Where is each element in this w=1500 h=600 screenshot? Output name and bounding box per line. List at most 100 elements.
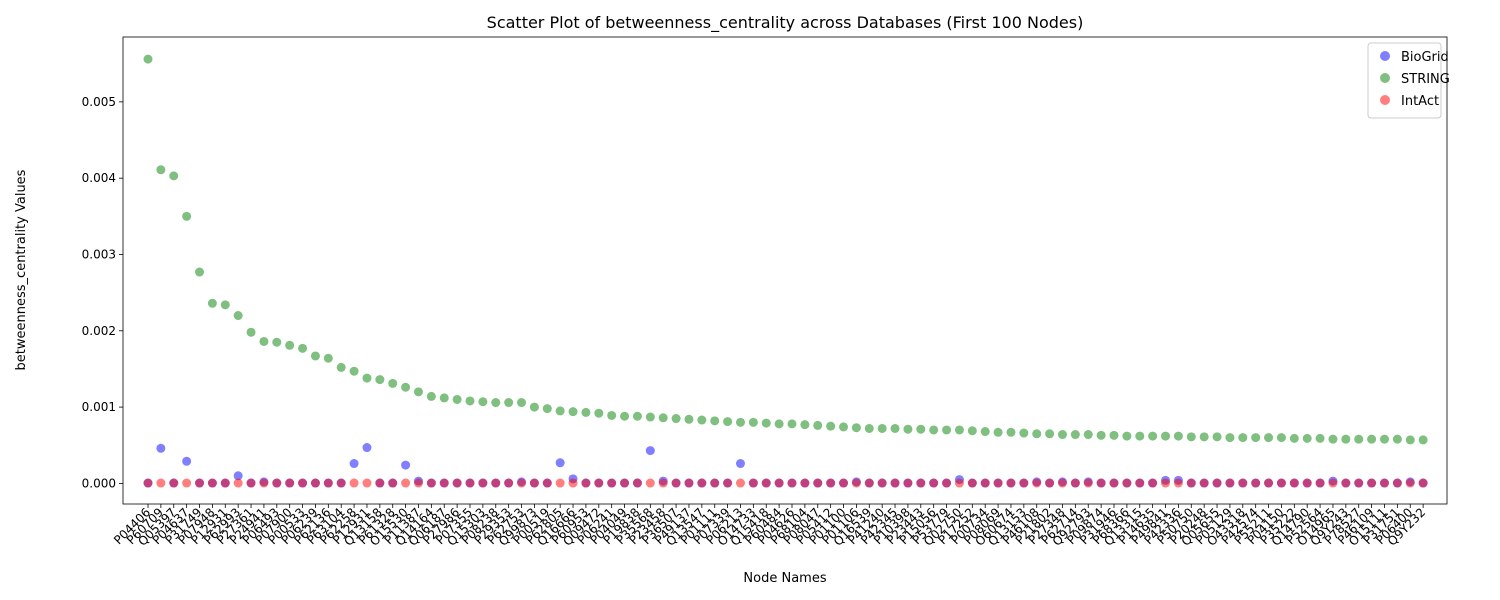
data-point: [272, 478, 282, 488]
data-point: [1212, 478, 1222, 488]
legend-marker: [1380, 73, 1390, 83]
data-point: [504, 478, 514, 488]
data-point: [645, 446, 655, 456]
data-point: [233, 311, 243, 321]
data-point: [1135, 431, 1145, 441]
data-point: [761, 478, 771, 488]
data-point: [1225, 478, 1235, 488]
data-point: [1122, 478, 1132, 488]
data-point: [787, 419, 797, 429]
plot-area: [122, 36, 1448, 505]
data-point: [504, 398, 514, 408]
data-point: [452, 394, 462, 404]
data-point: [195, 267, 205, 277]
data-point: [1302, 478, 1312, 488]
data-point: [658, 478, 668, 488]
data-point: [233, 478, 243, 488]
data-point: [851, 478, 861, 488]
data-point: [542, 404, 552, 414]
data-point: [388, 478, 398, 488]
data-point: [916, 478, 926, 488]
data-point: [748, 478, 758, 488]
data-point: [246, 478, 256, 488]
data-point: [1392, 434, 1402, 444]
data-point: [182, 456, 192, 466]
data-point: [1032, 478, 1042, 488]
data-point: [401, 382, 411, 392]
y-tick-label: 0.005: [82, 95, 116, 109]
data-point: [413, 478, 423, 488]
data-point: [839, 422, 849, 432]
data-point: [1289, 478, 1299, 488]
data-point: [942, 478, 952, 488]
data-point: [774, 419, 784, 429]
data-point: [671, 478, 681, 488]
data-point: [1418, 478, 1428, 488]
data-point: [671, 414, 681, 424]
data-point: [1070, 430, 1080, 440]
data-point: [1186, 478, 1196, 488]
data-point: [401, 478, 411, 488]
data-point: [1212, 432, 1222, 442]
data-point: [1225, 433, 1235, 443]
data-point: [1367, 434, 1377, 444]
data-point: [1173, 431, 1183, 441]
data-point: [929, 478, 939, 488]
data-point: [323, 353, 333, 363]
data-point: [310, 351, 320, 361]
data-point: [980, 478, 990, 488]
data-point: [1199, 432, 1209, 442]
data-point: [1379, 434, 1389, 444]
data-point: [890, 423, 900, 433]
data-point: [710, 478, 720, 488]
y-axis-label: betweenness_centrality Values: [14, 169, 29, 370]
data-point: [1276, 478, 1286, 488]
data-point: [787, 478, 797, 488]
y-tick-label: 0.000: [82, 476, 116, 490]
data-point: [1405, 478, 1415, 488]
data-point: [465, 478, 475, 488]
x-axis-label: Node Names: [743, 571, 826, 586]
data-point: [143, 54, 153, 64]
data-point: [735, 459, 745, 469]
data-point: [1070, 478, 1080, 488]
data-point: [517, 398, 527, 408]
chart-title: Scatter Plot of betweenness_centrality a…: [487, 13, 1084, 33]
data-point: [1238, 478, 1248, 488]
data-point: [1096, 430, 1106, 440]
data-point: [298, 478, 308, 488]
legend-label: IntAct: [1401, 94, 1439, 109]
data-point: [1161, 478, 1171, 488]
data-point: [813, 420, 823, 430]
data-point: [1019, 478, 1029, 488]
data-point: [259, 336, 269, 346]
data-point: [323, 478, 333, 488]
data-point: [723, 478, 733, 488]
data-point: [285, 340, 295, 350]
y-tick-label: 0.003: [82, 247, 116, 261]
data-point: [1251, 478, 1261, 488]
y-tick-label: 0.002: [82, 324, 116, 338]
data-point: [890, 478, 900, 488]
data-point: [246, 327, 256, 337]
data-point: [993, 478, 1003, 488]
data-point: [903, 478, 913, 488]
data-point: [207, 298, 217, 308]
series-string: [143, 54, 1428, 445]
data-point: [285, 478, 295, 488]
data-point: [774, 478, 784, 488]
data-point: [1173, 478, 1183, 488]
data-point: [697, 478, 707, 488]
legend-label: STRING: [1401, 72, 1450, 87]
data-point: [1418, 435, 1428, 445]
data-point: [800, 420, 810, 430]
data-point: [967, 426, 977, 436]
data-point: [1354, 478, 1364, 488]
data-point: [491, 398, 501, 408]
data-point: [1289, 433, 1299, 443]
data-point: [169, 478, 179, 488]
data-point: [1264, 433, 1274, 443]
data-point: [1057, 430, 1067, 440]
legend: BioGrid STRING IntAct: [1367, 42, 1450, 119]
